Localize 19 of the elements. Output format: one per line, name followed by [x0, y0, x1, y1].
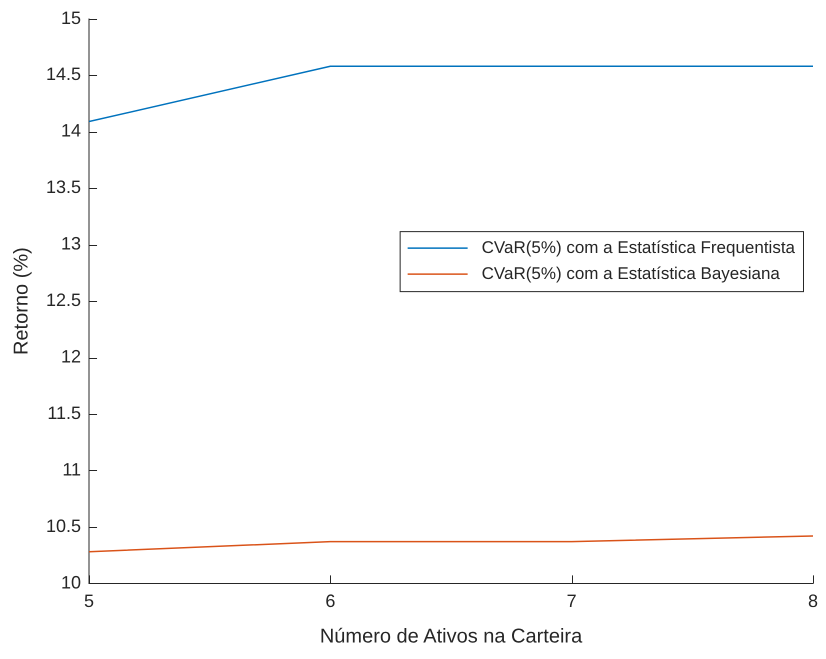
- y-tick-label: 12: [61, 346, 82, 367]
- y-tick-label: 13: [61, 234, 82, 254]
- x-tick-label: 5: [84, 591, 94, 612]
- y-tick-label: 13.5: [46, 177, 82, 198]
- y-tick-label: 12.5: [46, 290, 82, 310]
- y-tick-label: 10.5: [46, 516, 82, 536]
- y-axis-title: Retorno (%): [10, 247, 33, 356]
- legend-label: CVaR(5%) com a Estatística Bayesiana: [482, 264, 780, 283]
- x-tick-label: 7: [566, 591, 577, 612]
- x-tick-label: 6: [325, 591, 336, 612]
- x-tick-label: 8: [808, 591, 818, 612]
- y-tick-label: 10: [61, 572, 82, 592]
- y-tick-label: 11: [62, 459, 82, 480]
- y-tick-label: 11.5: [47, 402, 82, 423]
- y-tick-label: 14.5: [46, 64, 82, 84]
- y-tick-label: 14: [61, 120, 82, 141]
- legend-label: CVaR(5%) com a Estatística Frequentista: [482, 238, 796, 257]
- y-tick-label: 15: [61, 8, 82, 28]
- x-axis-title: Número de Ativos na Carteira: [320, 626, 584, 648]
